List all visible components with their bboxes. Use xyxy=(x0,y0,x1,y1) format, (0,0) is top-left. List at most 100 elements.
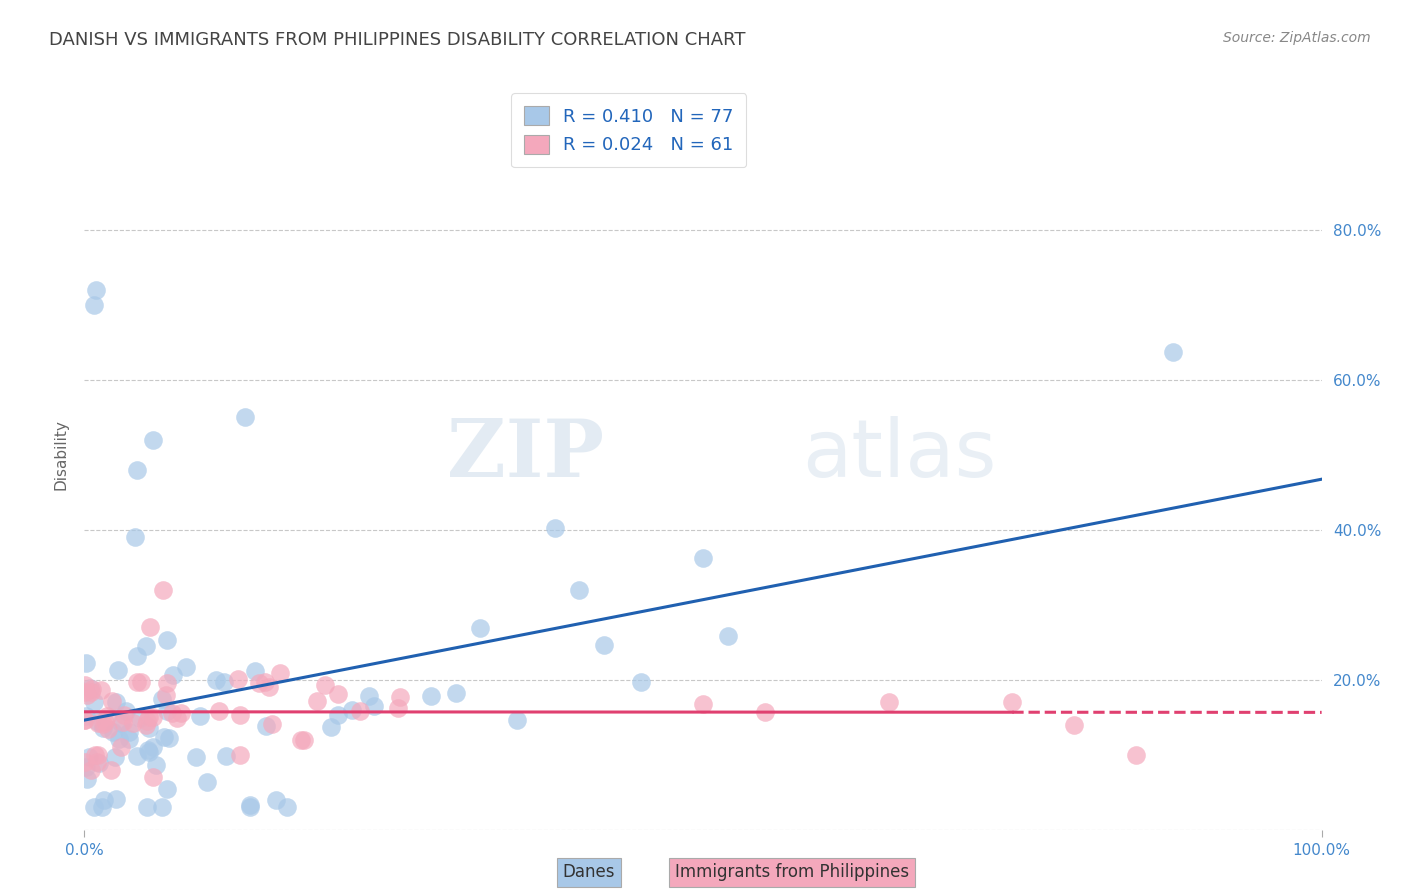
Point xyxy=(96,722,118,736)
Point xyxy=(387,701,409,715)
Point xyxy=(135,640,157,654)
Point xyxy=(121,716,143,731)
Point xyxy=(136,743,159,757)
Point xyxy=(90,800,112,814)
Point xyxy=(150,800,173,814)
Point xyxy=(184,750,207,764)
Point xyxy=(877,695,900,709)
Point xyxy=(82,681,104,696)
Point xyxy=(254,719,277,733)
Point xyxy=(188,709,211,723)
Point xyxy=(1161,344,1184,359)
Point xyxy=(363,699,385,714)
Point xyxy=(142,770,165,784)
Point xyxy=(692,551,714,566)
Point xyxy=(135,714,157,729)
Point xyxy=(260,717,283,731)
Point xyxy=(142,739,165,754)
Point xyxy=(75,656,97,670)
Point xyxy=(208,704,231,718)
Point xyxy=(328,687,350,701)
Point xyxy=(112,714,135,729)
Point xyxy=(174,659,197,673)
Point xyxy=(166,711,188,725)
Point xyxy=(170,706,193,720)
Point xyxy=(118,725,141,739)
Point xyxy=(115,705,138,719)
Point xyxy=(717,629,740,643)
Point xyxy=(110,715,132,730)
Point xyxy=(100,763,122,777)
Point xyxy=(215,749,238,764)
Point xyxy=(153,730,176,744)
Point xyxy=(96,709,118,723)
Point xyxy=(138,722,160,736)
Point xyxy=(84,748,107,763)
Point xyxy=(269,666,291,681)
Point xyxy=(83,298,105,312)
Point xyxy=(204,673,226,687)
Point xyxy=(124,530,146,544)
Point xyxy=(86,716,108,731)
Point xyxy=(86,747,108,762)
Point xyxy=(79,681,101,695)
Text: Danes: Danes xyxy=(562,863,614,881)
Point xyxy=(75,685,97,699)
Point xyxy=(292,733,315,747)
Point xyxy=(229,708,252,723)
Text: Immigrants from Philippines: Immigrants from Philippines xyxy=(675,863,910,881)
Point xyxy=(142,709,165,723)
Point xyxy=(630,675,652,690)
Point xyxy=(162,668,184,682)
Point xyxy=(86,714,108,728)
Point xyxy=(342,703,364,717)
Point xyxy=(104,749,127,764)
Point xyxy=(125,648,148,663)
Point xyxy=(104,695,127,709)
Point xyxy=(226,672,249,686)
Point xyxy=(150,692,173,706)
Point xyxy=(264,793,287,807)
Point xyxy=(314,678,336,692)
Point xyxy=(276,800,298,814)
Point xyxy=(129,710,152,724)
Point xyxy=(93,717,115,731)
Point xyxy=(160,706,183,721)
Point xyxy=(104,792,127,806)
Point xyxy=(470,621,492,635)
Point xyxy=(229,747,252,762)
Point xyxy=(139,620,162,634)
Point xyxy=(76,688,98,702)
Point xyxy=(359,689,381,703)
Point xyxy=(138,745,160,759)
Point xyxy=(127,674,149,689)
Point xyxy=(389,690,412,705)
Point xyxy=(93,715,115,730)
Point xyxy=(692,697,714,711)
Point xyxy=(75,709,97,723)
Point xyxy=(118,732,141,747)
Point xyxy=(349,704,371,718)
Point xyxy=(157,731,180,746)
Point xyxy=(1001,695,1024,709)
Point xyxy=(305,694,328,708)
Point xyxy=(75,755,97,769)
Point xyxy=(75,760,97,774)
Text: atlas: atlas xyxy=(801,416,997,494)
Text: DANISH VS IMMIGRANTS FROM PHILIPPINES DISABILITY CORRELATION CHART: DANISH VS IMMIGRANTS FROM PHILIPPINES DI… xyxy=(49,31,745,49)
Point xyxy=(319,720,342,734)
Point xyxy=(444,685,467,699)
Point xyxy=(239,800,262,814)
Point xyxy=(127,463,149,477)
Point xyxy=(73,713,96,727)
Point xyxy=(754,706,776,720)
Point xyxy=(243,664,266,678)
Point xyxy=(101,725,124,739)
Legend: R = 0.410   N = 77, R = 0.024   N = 61: R = 0.410 N = 77, R = 0.024 N = 61 xyxy=(510,93,747,167)
Point xyxy=(254,675,277,690)
Point xyxy=(83,800,105,814)
Point xyxy=(247,675,270,690)
Point xyxy=(326,708,349,723)
Point xyxy=(145,758,167,772)
Point xyxy=(195,774,218,789)
